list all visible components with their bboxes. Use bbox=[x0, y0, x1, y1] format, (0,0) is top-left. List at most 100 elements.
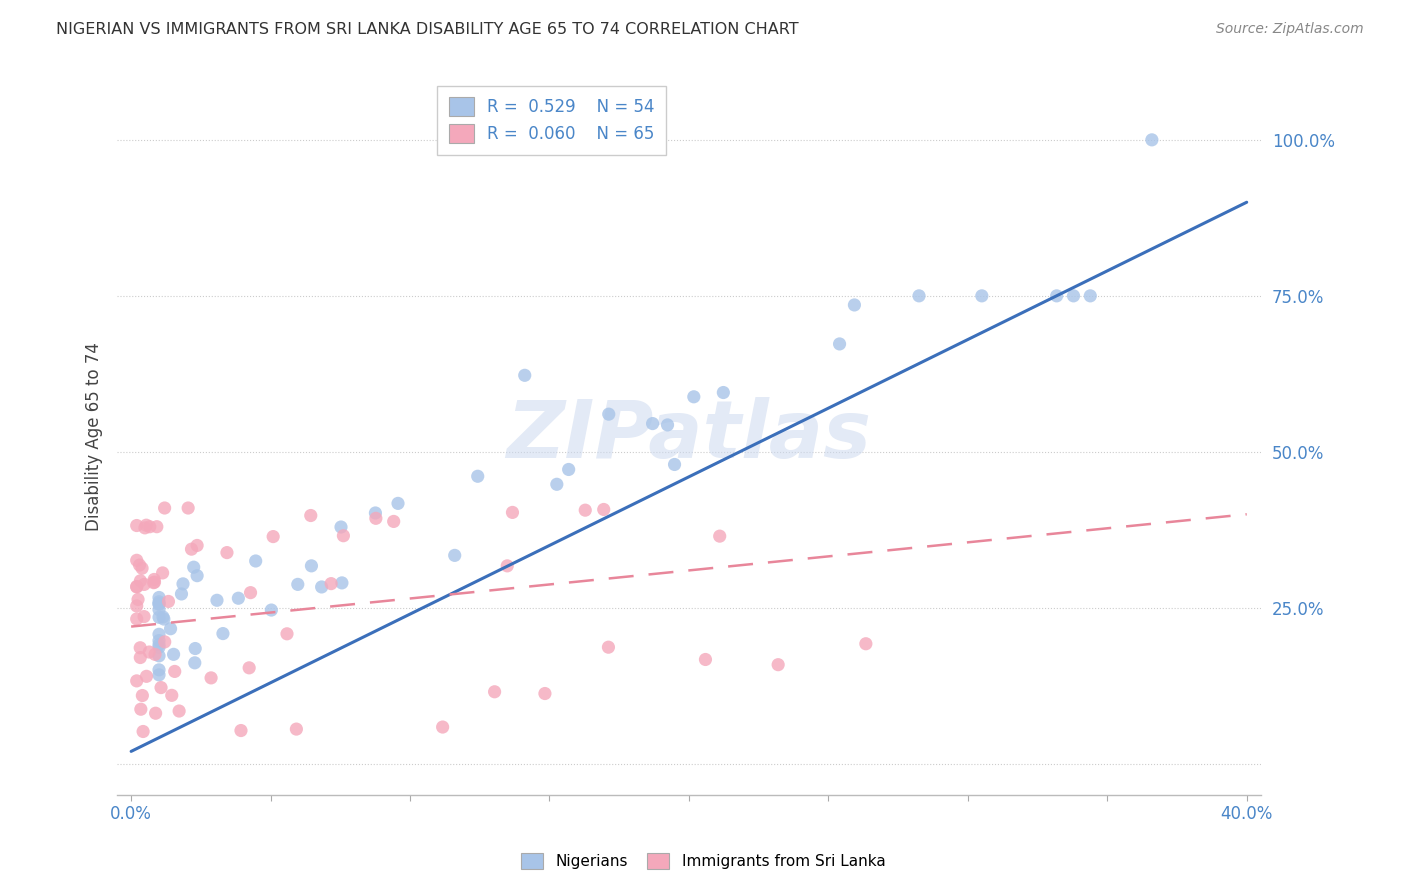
Point bbox=[908, 289, 931, 303]
Point bbox=[180, 542, 202, 557]
Point bbox=[153, 501, 176, 516]
Point bbox=[186, 538, 208, 552]
Point bbox=[134, 521, 156, 535]
Point bbox=[321, 576, 343, 591]
Point bbox=[170, 587, 193, 601]
Point bbox=[153, 635, 176, 649]
Point bbox=[262, 530, 284, 544]
Point bbox=[125, 599, 148, 613]
Point bbox=[970, 289, 993, 303]
Point bbox=[131, 689, 153, 703]
Legend: R =  0.529    N = 54, R =  0.060    N = 65: R = 0.529 N = 54, R = 0.060 N = 65 bbox=[437, 86, 666, 155]
Text: ZIPatlas: ZIPatlas bbox=[506, 397, 872, 475]
Point bbox=[142, 575, 165, 590]
Point bbox=[546, 477, 568, 491]
Point bbox=[200, 671, 222, 685]
Point bbox=[184, 656, 207, 670]
Point bbox=[387, 496, 409, 510]
Point bbox=[172, 577, 194, 591]
Point bbox=[177, 501, 200, 516]
Point bbox=[844, 298, 866, 312]
Point bbox=[138, 645, 160, 659]
Point bbox=[709, 529, 731, 543]
Point bbox=[513, 368, 536, 383]
Point bbox=[132, 609, 155, 624]
Point bbox=[160, 689, 183, 703]
Point bbox=[129, 640, 152, 655]
Point bbox=[148, 640, 170, 655]
Point bbox=[467, 469, 489, 483]
Point bbox=[443, 549, 465, 563]
Point bbox=[159, 622, 181, 636]
Point bbox=[132, 724, 155, 739]
Point bbox=[186, 568, 208, 582]
Point bbox=[276, 627, 298, 641]
Point bbox=[152, 566, 174, 580]
Point bbox=[135, 518, 157, 533]
Point bbox=[148, 602, 170, 616]
Point bbox=[574, 503, 596, 517]
Point bbox=[146, 519, 169, 533]
Point bbox=[143, 575, 166, 590]
Point bbox=[148, 638, 170, 652]
Point bbox=[364, 506, 387, 520]
Point bbox=[134, 577, 156, 591]
Point bbox=[432, 720, 454, 734]
Point bbox=[215, 546, 238, 560]
Point bbox=[382, 515, 405, 529]
Point bbox=[128, 558, 150, 572]
Point bbox=[229, 723, 252, 738]
Point bbox=[125, 673, 148, 688]
Point bbox=[828, 337, 851, 351]
Point bbox=[1078, 289, 1101, 303]
Point bbox=[364, 511, 387, 525]
Point bbox=[150, 681, 173, 695]
Point bbox=[148, 627, 170, 641]
Point bbox=[152, 610, 174, 624]
Point bbox=[167, 704, 190, 718]
Point bbox=[148, 591, 170, 605]
Point bbox=[534, 686, 557, 700]
Y-axis label: Disability Age 65 to 74: Disability Age 65 to 74 bbox=[86, 342, 103, 531]
Point bbox=[148, 597, 170, 611]
Legend: Nigerians, Immigrants from Sri Lanka: Nigerians, Immigrants from Sri Lanka bbox=[515, 847, 891, 875]
Point bbox=[1046, 289, 1069, 303]
Point bbox=[127, 592, 149, 607]
Point bbox=[598, 407, 620, 421]
Point bbox=[496, 558, 519, 573]
Point bbox=[330, 520, 353, 534]
Point bbox=[125, 612, 148, 626]
Point bbox=[855, 637, 877, 651]
Point bbox=[139, 520, 162, 534]
Point bbox=[131, 561, 153, 575]
Point bbox=[125, 553, 148, 567]
Point bbox=[125, 579, 148, 593]
Point bbox=[766, 657, 789, 672]
Point bbox=[301, 558, 323, 573]
Point bbox=[260, 603, 283, 617]
Point bbox=[484, 685, 506, 699]
Point bbox=[148, 668, 170, 682]
Point bbox=[125, 580, 148, 594]
Point bbox=[148, 610, 170, 624]
Point bbox=[238, 661, 260, 675]
Point bbox=[1140, 133, 1163, 147]
Point bbox=[145, 706, 167, 721]
Point bbox=[695, 652, 717, 666]
Point bbox=[163, 665, 186, 679]
Text: NIGERIAN VS IMMIGRANTS FROM SRI LANKA DISABILITY AGE 65 TO 74 CORRELATION CHART: NIGERIAN VS IMMIGRANTS FROM SRI LANKA DI… bbox=[56, 22, 799, 37]
Point bbox=[157, 594, 180, 608]
Point bbox=[143, 648, 166, 662]
Point bbox=[153, 612, 176, 626]
Point bbox=[711, 385, 734, 400]
Point bbox=[148, 663, 170, 677]
Point bbox=[287, 577, 309, 591]
Point bbox=[212, 626, 235, 640]
Point bbox=[657, 417, 679, 432]
Point bbox=[598, 640, 620, 655]
Point bbox=[641, 417, 664, 431]
Point bbox=[557, 462, 579, 476]
Point bbox=[592, 502, 614, 516]
Point bbox=[135, 669, 157, 683]
Point bbox=[682, 390, 704, 404]
